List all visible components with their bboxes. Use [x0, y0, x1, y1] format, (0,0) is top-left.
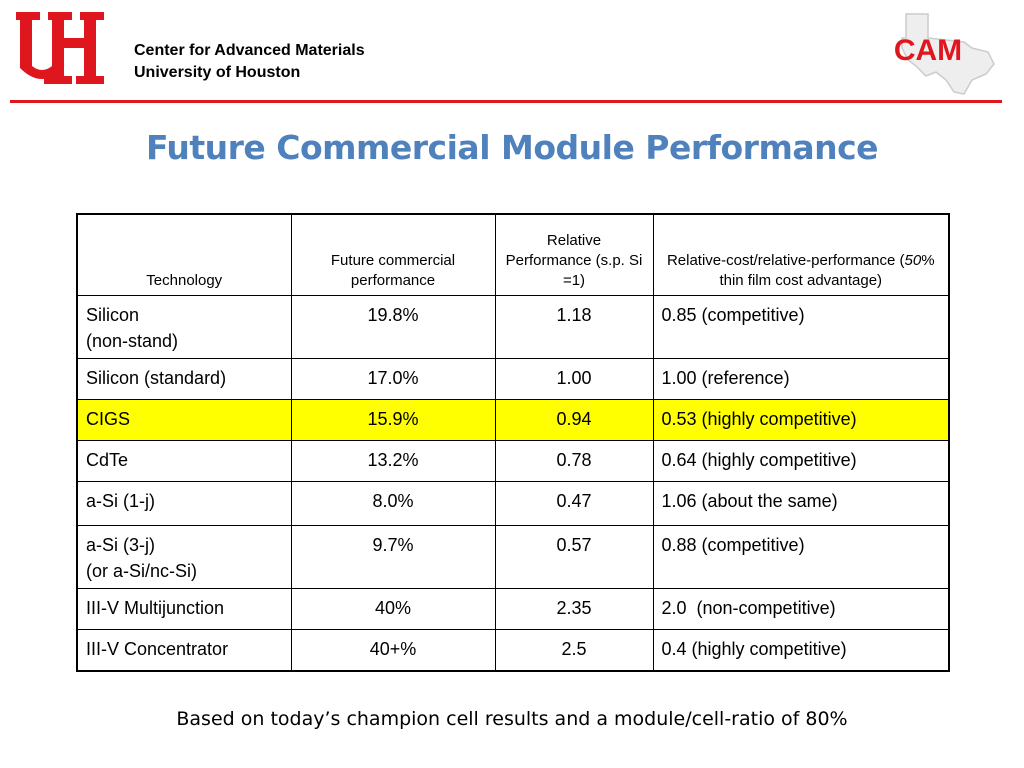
cell-future-performance: 13.2% — [290, 440, 496, 482]
performance-table: Technology Future commercial performance… — [76, 213, 950, 672]
cell-relative-performance: 1.18 — [494, 295, 654, 359]
uh-logo-icon — [16, 12, 104, 84]
cell-relative-cost: 1.06 (about the same) — [652, 481, 950, 526]
table-row: a-Si (1-j) 8.0% 0.47 1.06 (about the sam… — [76, 481, 950, 526]
header-relative-cost-post: % thin film cost advantage) — [719, 252, 935, 289]
table-row: Silicon (non-stand) 19.8% 1.18 0.85 (comp… — [76, 295, 950, 359]
table-row: CdTe 13.2% 0.78 0.64 (highly competitive… — [76, 440, 950, 482]
table-row: III-V Concentrator 40+% 2.5 0.4 (highly … — [76, 629, 950, 672]
org-name-block: Center for Advanced Materials University… — [134, 40, 365, 84]
cell-relative-performance: 0.78 — [494, 440, 654, 482]
cell-future-performance: 19.8% — [290, 295, 496, 359]
footnote: Based on today’s champion cell results a… — [176, 708, 848, 730]
table-row: a-Si (3-j) (or a-Si/nc-Si) 9.7% 0.57 0.88… — [76, 525, 950, 589]
cell-relative-cost: 0.4 (highly competitive) — [652, 629, 950, 672]
cell-relative-performance: 1.00 — [494, 358, 654, 400]
cell-technology: CIGS — [76, 399, 292, 441]
header-technology: Technology — [76, 213, 292, 296]
org-line-1: Center for Advanced Materials — [134, 42, 365, 59]
table-header-row: Technology Future commercial performance… — [76, 213, 950, 296]
cell-relative-cost: 0.53 (highly competitive) — [652, 399, 950, 441]
cell-relative-cost: 0.88 (competitive) — [652, 525, 950, 589]
header-divider — [10, 100, 1002, 103]
table-row: Silicon (standard) 17.0% 1.00 1.00 (refe… — [76, 358, 950, 400]
technology-line-2: (or a-Si/nc-Si) — [86, 561, 198, 581]
header-relative-cost-pct: 50 — [904, 252, 922, 269]
cell-future-performance: 40+% — [290, 629, 496, 672]
cell-technology: III-V Multijunction — [76, 588, 292, 630]
org-line-2: University of Houston — [134, 64, 301, 81]
header-future-performance: Future commercial performance — [290, 213, 496, 296]
cell-technology: CdTe — [76, 440, 292, 482]
cell-relative-performance: 2.5 — [494, 629, 654, 672]
cell-relative-performance: 0.47 — [494, 481, 654, 526]
cell-future-performance: 8.0% — [290, 481, 496, 526]
header-relative-cost-pre: Relative-cost/relative-performance ( — [666, 252, 905, 269]
cell-relative-cost: 2.0 (non-competitive) — [652, 588, 950, 630]
cam-logo-text: CAM — [894, 34, 962, 67]
cam-logo-icon: CAM — [894, 13, 995, 95]
cell-technology: Silicon (non-stand) — [76, 295, 292, 359]
cell-relative-cost: 0.64 (highly competitive) — [652, 440, 950, 482]
cell-relative-cost: 1.00 (reference) — [652, 358, 950, 400]
technology-line-2: (non-stand) — [86, 331, 179, 351]
cell-technology: Silicon (standard) — [76, 358, 292, 400]
table-row-highlighted: CIGS 15.9% 0.94 0.53 (highly competitive… — [76, 399, 950, 441]
cell-relative-performance: 2.35 — [494, 588, 654, 630]
cell-future-performance: 9.7% — [290, 525, 496, 589]
technology-line-1: a-Si (3-j) — [86, 535, 156, 555]
cell-future-performance: 15.9% — [290, 399, 496, 441]
header-relative-performance: Relative Performance (s.p. Si =1) — [494, 213, 654, 296]
cell-future-performance: 40% — [290, 588, 496, 630]
cell-relative-cost: 0.85 (competitive) — [652, 295, 950, 359]
cell-relative-performance: 0.94 — [494, 399, 654, 441]
cell-relative-performance: 0.57 — [494, 525, 654, 589]
table-row: III-V Multijunction 40% 2.35 2.0 (non-co… — [76, 588, 950, 630]
cell-future-performance: 17.0% — [290, 358, 496, 400]
technology-line-1: Silicon — [86, 305, 140, 325]
slide-title: Future Commercial Module Performance — [145, 128, 879, 167]
cell-technology: a-Si (1-j) — [76, 481, 292, 526]
cell-technology: III-V Concentrator — [76, 629, 292, 672]
cell-technology: a-Si (3-j) (or a-Si/nc-Si) — [76, 525, 292, 589]
header-relative-cost: Relative-cost/relative-performance (50% … — [652, 213, 950, 296]
